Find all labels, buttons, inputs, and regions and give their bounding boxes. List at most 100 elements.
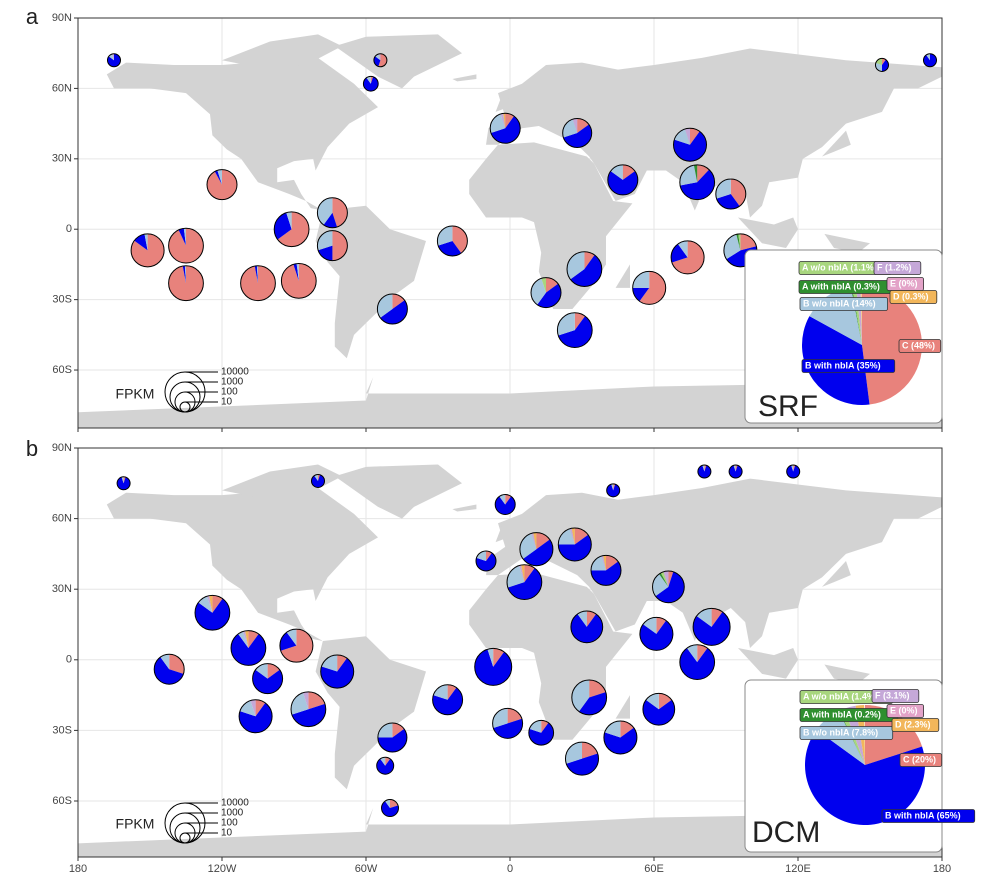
pie-slice (377, 722, 393, 738)
site-pie (874, 57, 890, 72)
panel-label: b (26, 436, 38, 461)
summary-label-box (799, 297, 888, 311)
pie-slice (557, 312, 575, 336)
pie-outline (381, 799, 399, 818)
site-pie (362, 75, 379, 92)
pie-slice (503, 113, 506, 129)
site-pie (590, 554, 622, 586)
panel-label: a (26, 4, 39, 29)
site-pie (153, 653, 185, 685)
pie-outline (206, 169, 238, 201)
pie-slice (735, 465, 738, 472)
y-tick-label: 60N (52, 513, 72, 525)
pie-outline (564, 741, 600, 776)
pie-slice (875, 58, 882, 65)
pie-slice (601, 555, 606, 571)
site-pie (603, 720, 638, 755)
pie-slice (882, 58, 886, 65)
pie-outline (519, 532, 554, 567)
pie-slice (381, 801, 399, 817)
pie-slice (711, 608, 723, 627)
pie-outline (632, 270, 667, 305)
pie-slice (663, 570, 669, 587)
site-pie (564, 741, 600, 776)
pie-outline (639, 616, 674, 651)
site-pie (492, 707, 524, 739)
summary-label: E (0%) (890, 278, 918, 288)
site-pie (679, 644, 716, 681)
pie-slice (332, 230, 348, 261)
pie-slice (154, 657, 184, 685)
summary-label-box (899, 753, 943, 767)
pie-slice (569, 528, 575, 545)
pie-slice (314, 474, 318, 481)
pie-slice (385, 757, 391, 766)
summary-label: E (0%) (890, 705, 918, 715)
site-pie (670, 240, 705, 275)
pie-outline (506, 564, 543, 601)
pie-outline (606, 483, 621, 498)
pie-slice (212, 595, 223, 613)
pie-slice (366, 76, 371, 84)
pie-slice (677, 240, 688, 258)
pie-slice (438, 240, 462, 256)
y-tick-label: 30N (52, 153, 72, 165)
pie-outline (562, 117, 593, 149)
pie-slice (255, 699, 266, 717)
pie-outline (238, 699, 273, 734)
pie-slice (606, 555, 619, 571)
pie-slice (603, 727, 637, 754)
pie-slice (493, 718, 523, 739)
size-legend-title: FPKM (116, 816, 155, 832)
pie-slice (668, 570, 674, 587)
pie-slice (567, 251, 585, 280)
pie-outline (362, 75, 379, 92)
pie-slice (239, 700, 256, 717)
pie-slice (578, 692, 607, 715)
pie-slice (198, 596, 213, 613)
pie-slice (377, 294, 393, 318)
pie-slice (531, 532, 537, 550)
pie-slice (500, 113, 506, 129)
pie-outline (377, 722, 408, 753)
pie-outline (168, 265, 204, 302)
pie-slice (254, 265, 258, 284)
pie-slice (658, 693, 672, 710)
site-pie (381, 799, 399, 818)
site-pie (570, 610, 604, 644)
pie-slice (437, 225, 453, 246)
site-pie (376, 293, 408, 325)
pie-outline (697, 464, 712, 479)
pie-slice (131, 233, 165, 267)
pie-slice (639, 271, 666, 305)
size-legend-label: 1000 (221, 808, 244, 819)
pie-slice (317, 197, 333, 225)
site-pie (557, 527, 592, 562)
pie-slice (318, 245, 333, 261)
site-pie (562, 117, 593, 149)
pie-outline (692, 607, 731, 646)
pie-slice (392, 294, 405, 310)
pie-slice (168, 265, 204, 301)
site-pie (310, 473, 326, 488)
y-tick-label: 60S (52, 795, 72, 807)
site-pie (373, 53, 388, 68)
pie-slice (674, 129, 690, 145)
pie-slice (620, 720, 634, 738)
pie-slice (738, 233, 741, 251)
pie-outline (106, 53, 122, 68)
site-pie (320, 654, 355, 689)
pie-slice (209, 595, 213, 613)
pie-outline (316, 230, 348, 262)
pie-slice (505, 113, 515, 129)
pie-slice (673, 131, 707, 162)
pie-slice (715, 179, 731, 199)
pie-outline (290, 691, 327, 728)
pie-outline (556, 312, 593, 349)
pie-slice (656, 617, 667, 634)
depth-label: DCM (752, 816, 820, 849)
pie-slice (474, 649, 512, 686)
site-pie (652, 570, 685, 604)
pie-slice (558, 316, 593, 348)
